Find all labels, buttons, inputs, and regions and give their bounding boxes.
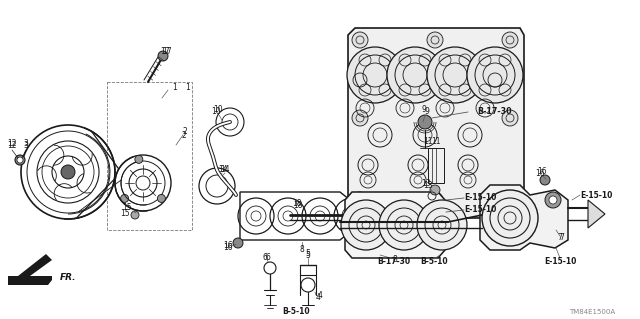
Text: 15: 15 [120,209,130,218]
Circle shape [352,110,368,126]
Text: 11: 11 [431,137,441,145]
Circle shape [158,51,168,61]
Text: 16: 16 [223,241,233,250]
Circle shape [502,110,518,126]
Text: 1: 1 [186,83,190,92]
Text: 5: 5 [305,249,310,257]
Bar [107,82,192,230]
Text: 15: 15 [122,204,132,212]
Circle shape [135,155,143,163]
Circle shape [502,32,518,48]
Circle shape [545,192,561,208]
Circle shape [347,47,403,103]
Polygon shape [588,200,605,228]
Circle shape [131,211,139,219]
Text: 14: 14 [218,166,228,174]
Polygon shape [345,192,445,258]
Circle shape [417,200,467,250]
Circle shape [341,200,391,250]
Circle shape [430,185,440,195]
Text: 16: 16 [537,167,547,176]
Text: 18: 18 [293,201,303,210]
Text: 8: 8 [300,246,305,255]
Text: 6: 6 [262,253,268,262]
Text: 10: 10 [211,108,221,116]
Text: B-5-10: B-5-10 [420,257,448,266]
Circle shape [467,47,523,103]
Text: E-15-10: E-15-10 [580,190,612,199]
Text: 16: 16 [223,243,233,253]
Text: 9: 9 [422,106,426,115]
Text: 17: 17 [162,48,172,56]
Circle shape [233,238,243,248]
Text: 3: 3 [24,140,28,150]
Text: 13: 13 [423,181,433,189]
Text: 18: 18 [292,198,301,207]
Circle shape [352,192,368,208]
Text: B-17-30: B-17-30 [477,108,511,116]
Text: 5: 5 [305,250,310,259]
Circle shape [418,115,432,129]
Circle shape [540,175,550,185]
Text: 16: 16 [535,168,545,177]
Text: TM84E1500A: TM84E1500A [569,309,615,315]
Text: 1: 1 [173,83,177,92]
Circle shape [482,190,538,246]
Text: 14: 14 [220,166,230,174]
Text: 8: 8 [392,256,397,264]
Polygon shape [348,28,524,218]
Circle shape [387,47,443,103]
Circle shape [379,200,429,250]
Circle shape [427,47,483,103]
Circle shape [352,32,368,48]
Text: 4: 4 [317,291,323,300]
Text: 9: 9 [424,108,429,116]
Circle shape [427,192,443,208]
Text: B-17-30: B-17-30 [378,257,411,266]
Text: 4: 4 [316,293,321,302]
Polygon shape [480,185,568,250]
Circle shape [15,155,25,165]
Text: 2: 2 [182,128,188,137]
Text: FR.: FR. [60,272,77,281]
Text: 2: 2 [182,130,186,139]
Bar [428,148,444,183]
Polygon shape [8,254,52,285]
Text: 12: 12 [7,140,17,150]
Circle shape [61,165,75,179]
Text: B-5-10: B-5-10 [282,308,310,316]
Circle shape [120,194,129,203]
Text: 11: 11 [423,137,433,146]
Text: 12: 12 [7,138,17,147]
Circle shape [427,32,443,48]
Text: E-15-10: E-15-10 [544,257,576,266]
Text: 6: 6 [266,254,271,263]
Text: 17: 17 [160,48,170,56]
Text: 7: 7 [559,234,564,242]
Text: 7: 7 [557,234,563,242]
Text: 13: 13 [421,179,431,188]
Text: 3: 3 [24,138,28,147]
Circle shape [502,192,518,208]
Text: 10: 10 [213,106,223,115]
Circle shape [157,194,165,203]
Circle shape [17,157,23,163]
Text: E-15-10: E-15-10 [464,194,497,203]
Circle shape [549,196,557,204]
Text: E-15-10: E-15-10 [464,205,497,214]
